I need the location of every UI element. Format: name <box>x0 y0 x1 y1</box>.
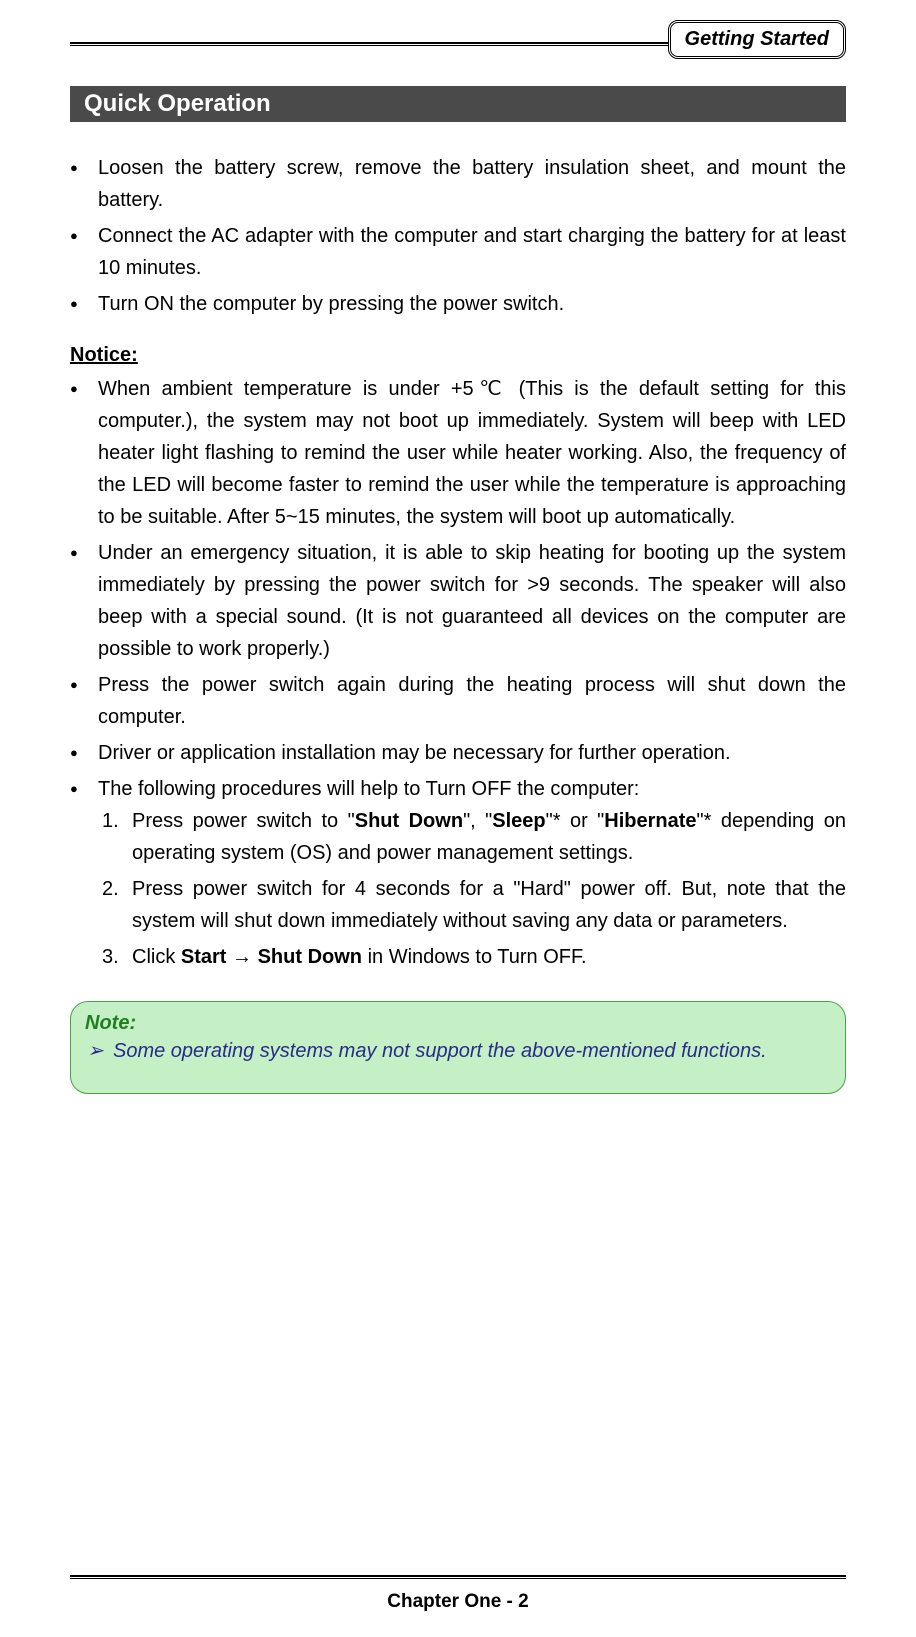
bold-text: Start <box>181 946 227 968</box>
procedure-list: Press power switch to "Shut Down", "Slee… <box>98 805 846 973</box>
list-item: The following procedures will help to Tu… <box>98 773 846 973</box>
notice-list: When ambient temperature is under +5℃ (T… <box>70 373 846 973</box>
text: ", " <box>463 810 492 832</box>
notice-heading: Notice: <box>70 344 846 367</box>
footer-rule-bottom <box>70 1578 846 1579</box>
list-item: Loosen the battery screw, remove the bat… <box>98 152 846 216</box>
procedure-item: Press power switch for 4 seconds for a "… <box>132 873 846 937</box>
procedure-item: Click Start → Shut Down in Windows to Tu… <box>132 941 846 973</box>
quick-operation-list: Loosen the battery screw, remove the bat… <box>70 152 846 320</box>
header: Getting Started <box>70 42 846 46</box>
text: Click <box>132 946 181 968</box>
note-box: Note: Some operating systems may not sup… <box>70 1001 846 1094</box>
list-item: Press the power switch again during the … <box>98 669 846 733</box>
text: "* or " <box>546 810 605 832</box>
note-item: Some operating systems may not support t… <box>113 1037 831 1065</box>
footer-text: Chapter One - 2 <box>70 1591 846 1613</box>
note-title: Note: <box>85 1012 831 1035</box>
bold-text: Hibernate <box>604 810 696 832</box>
header-badge: Getting Started <box>668 20 846 59</box>
list-item: Under an emergency situation, it is able… <box>98 537 846 665</box>
text: in Windows to Turn OFF. <box>362 946 587 968</box>
note-list: Some operating systems may not support t… <box>85 1037 831 1065</box>
bold-text: Shut Down <box>258 946 362 968</box>
list-item: Driver or application installation may b… <box>98 737 846 769</box>
bold-text: Sleep <box>492 810 545 832</box>
list-item: Connect the AC adapter with the computer… <box>98 220 846 284</box>
list-item-text: The following procedures will help to Tu… <box>98 778 639 800</box>
text: Press power switch to " <box>132 810 355 832</box>
procedure-item: Press power switch to "Shut Down", "Slee… <box>132 805 846 869</box>
list-item: Turn ON the computer by pressing the pow… <box>98 288 846 320</box>
list-item: When ambient temperature is under +5℃ (T… <box>98 373 846 533</box>
footer: Chapter One - 2 <box>70 1575 846 1613</box>
arrow-text: → <box>226 946 257 968</box>
section-title: Quick Operation <box>70 86 846 122</box>
bold-text: Shut Down <box>355 810 463 832</box>
footer-rule-top <box>70 1575 846 1577</box>
